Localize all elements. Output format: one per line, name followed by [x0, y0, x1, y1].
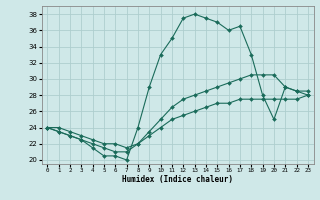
X-axis label: Humidex (Indice chaleur): Humidex (Indice chaleur) — [122, 175, 233, 184]
